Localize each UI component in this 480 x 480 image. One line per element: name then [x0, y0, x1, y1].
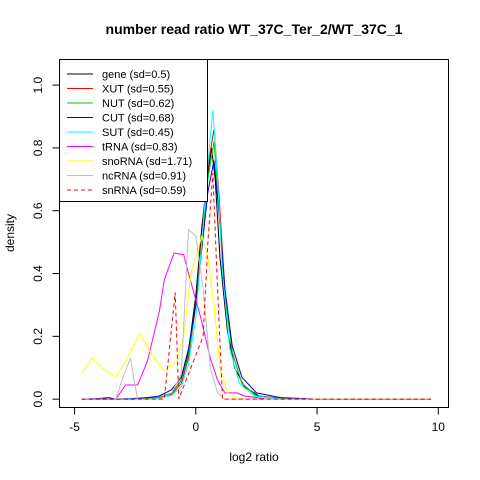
chart-title: number read ratio WT_37C_Ter_2/WT_37C_1 — [106, 21, 403, 37]
y-tick-label: 0.4 — [31, 265, 45, 282]
legend-label: NUT (sd=0.62) — [102, 98, 174, 110]
x-tick-label: -5 — [69, 420, 80, 434]
y-tick-label: 0.8 — [31, 139, 45, 156]
legend-label: snoRNA (sd=1.71) — [102, 156, 192, 168]
legend-label: SUT (sd=0.45) — [102, 127, 174, 139]
series-line-6 — [81, 252, 431, 400]
y-axis-label: density — [3, 214, 17, 252]
y-tick-label: 0.6 — [31, 202, 45, 219]
y-tick-label: 0.0 — [31, 390, 45, 407]
y-tick-label: 0.2 — [31, 328, 45, 345]
legend-label: snRNA (sd=0.59) — [102, 185, 186, 197]
x-axis: -5 0 5 10 — [69, 407, 446, 434]
legend-box — [59, 59, 208, 202]
x-tick-label: 5 — [314, 420, 321, 434]
legend-label: XUT (sd=0.55) — [102, 84, 174, 96]
legend-label: CUT (sd=0.68) — [102, 113, 174, 125]
series-line-9 — [81, 172, 431, 400]
legend-label: tRNA (sd=0.83) — [102, 142, 178, 154]
y-tick-label: 1.0 — [31, 76, 45, 93]
legend: gene (sd=0.5) XUT (sd=0.55) NUT (sd=0.62) C… — [59, 59, 208, 202]
legend-label: ncRNA (sd=0.91) — [102, 171, 186, 183]
x-tick-label: 0 — [192, 420, 199, 434]
x-tick-label: 10 — [432, 420, 446, 434]
x-axis-label: log2 ratio — [229, 450, 279, 464]
legend-label: gene (sd=0.5) — [102, 69, 170, 81]
